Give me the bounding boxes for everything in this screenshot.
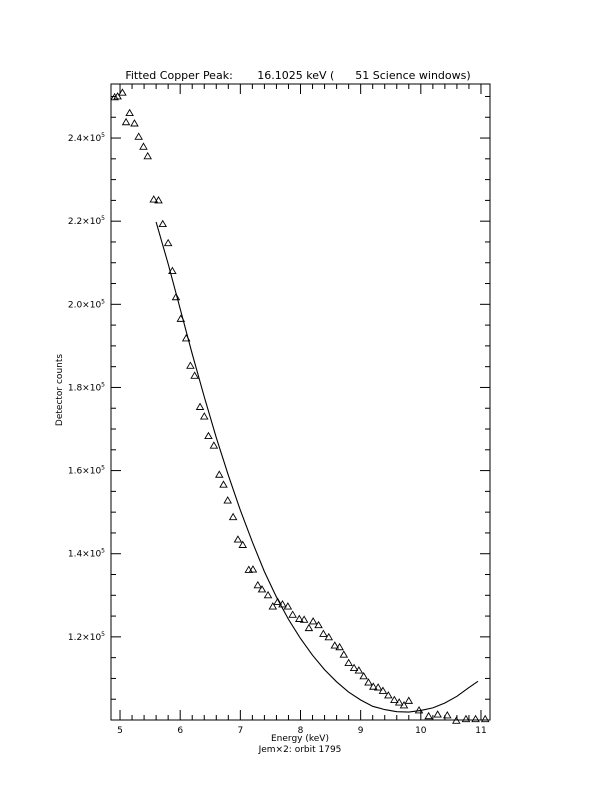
data-point <box>433 710 442 718</box>
data-point <box>253 580 263 589</box>
data-point <box>268 602 278 610</box>
data-point <box>319 629 328 637</box>
data-point <box>168 266 177 275</box>
data-point <box>158 219 168 228</box>
x-axis-label: Energy (keV) <box>271 734 329 744</box>
data-point <box>288 610 297 618</box>
data-point <box>163 238 173 247</box>
data-point <box>394 698 404 706</box>
data-point <box>154 195 163 204</box>
data-point <box>443 711 452 719</box>
x-tick-label: 7 <box>237 726 243 736</box>
y-tick-label: 1.4×105 <box>68 548 105 560</box>
data-point <box>283 602 293 610</box>
data-point <box>461 714 471 723</box>
data-point <box>257 585 267 593</box>
data-point <box>349 663 359 671</box>
chart-subtitle: Jem×2: orbit 1795 <box>258 745 342 755</box>
data-point <box>233 535 243 543</box>
x-axis-ticks: 5 6 7 8 9 10 11 <box>117 84 487 736</box>
data-point <box>143 151 152 160</box>
data-point <box>404 696 414 704</box>
data-point <box>344 658 353 667</box>
data-point <box>330 641 340 649</box>
chart-title: Fitted Copper Peak: 16.1025 keV ( 51 Sci… <box>125 69 470 82</box>
data-point <box>471 714 480 723</box>
data-point <box>369 682 378 690</box>
y-tick-label: 1.8×105 <box>68 381 105 393</box>
fit-curve <box>155 221 479 713</box>
data-point <box>359 671 368 680</box>
data-point <box>452 716 461 724</box>
data-point <box>215 470 224 478</box>
plot-frame <box>110 83 491 721</box>
data-point <box>335 642 344 651</box>
x-tick-label: 8 <box>298 726 304 736</box>
data-point <box>278 600 287 608</box>
data-point <box>354 666 364 674</box>
data-point <box>299 615 309 623</box>
data-point <box>219 480 228 488</box>
data-point <box>384 691 393 699</box>
data-point <box>223 496 232 504</box>
data-point <box>248 565 258 573</box>
data-point <box>324 632 334 641</box>
x-tick-label: 11 <box>475 726 486 736</box>
x-tick-label: 10 <box>415 726 427 736</box>
data-point <box>113 92 122 100</box>
data-point <box>399 701 409 709</box>
data-point <box>390 695 399 703</box>
x-tick-label: 6 <box>177 726 183 736</box>
y-tick-label: 2.4×105 <box>68 132 105 144</box>
data-point <box>186 361 195 369</box>
fit-curve-layer <box>155 221 479 713</box>
data-point <box>199 412 209 420</box>
data-point <box>118 88 127 96</box>
y-tick-label: 1.6×105 <box>68 465 105 477</box>
data-point <box>204 431 213 440</box>
data-point <box>263 590 273 599</box>
y-axis-ticks: 1.2×105 1.4×105 1.6×105 1.8×105 2.0×105 2.2×1… <box>68 95 490 721</box>
data-point <box>149 195 158 203</box>
data-point <box>181 334 191 342</box>
data-point <box>209 441 219 449</box>
data-point <box>373 683 383 691</box>
data-point <box>176 314 186 322</box>
data-point <box>304 623 314 632</box>
y-tick-label: 2.2×105 <box>68 215 105 227</box>
data-point <box>295 614 304 622</box>
data-point <box>195 402 205 410</box>
y-axis-label: Detector counts <box>55 354 65 426</box>
data-point <box>273 597 282 605</box>
data-point <box>364 678 373 686</box>
data-point <box>171 292 181 301</box>
data-point <box>414 706 424 714</box>
data-point <box>378 686 388 694</box>
data-point <box>308 617 318 625</box>
data-point <box>228 512 238 521</box>
y-tick-label: 1.2×105 <box>68 631 105 643</box>
data-point <box>139 142 148 150</box>
data-point <box>130 119 139 127</box>
data-point <box>480 714 490 723</box>
x-tick-label: 9 <box>358 726 364 736</box>
data-points-layer <box>110 88 490 724</box>
data-point <box>339 650 349 658</box>
x-tick-label: 5 <box>117 726 123 736</box>
data-point <box>110 92 119 101</box>
data-point <box>190 371 199 379</box>
data-point <box>134 132 143 140</box>
y-tick-label: 2.0×105 <box>68 298 105 310</box>
data-point <box>121 117 131 126</box>
data-point <box>238 540 248 548</box>
data-point <box>125 108 134 117</box>
data-point <box>424 711 433 720</box>
data-point <box>314 620 323 629</box>
